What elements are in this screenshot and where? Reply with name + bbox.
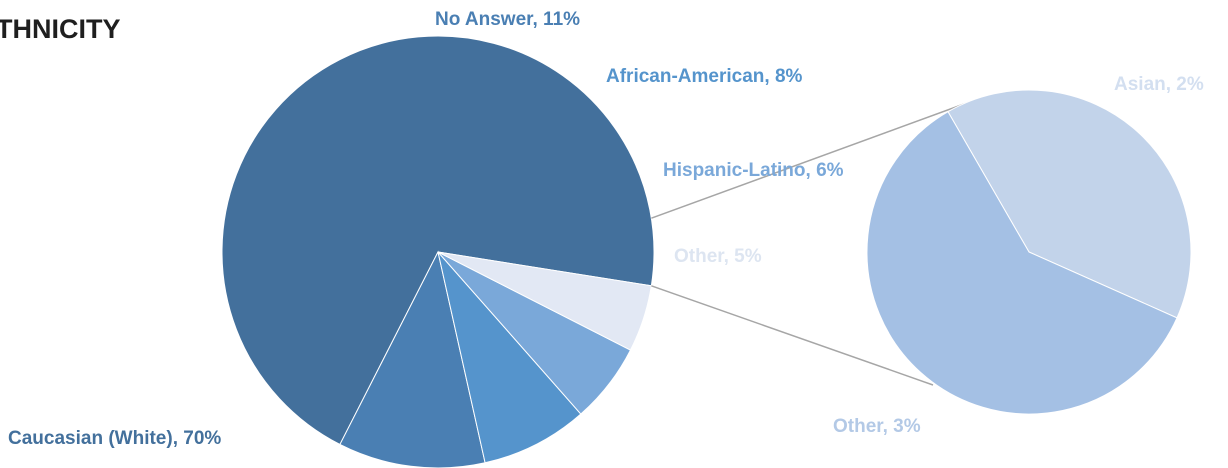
connector-line-top (651, 99, 976, 219)
label-african-american: African-American, 8% (606, 66, 803, 87)
label-hispanic-latino: Hispanic-Latino, 6% (663, 160, 844, 181)
chart-title: THNICITY (0, 14, 121, 44)
slice-caucasian-white-70 (221, 35, 655, 446)
connector-lines (651, 99, 976, 386)
label-caucasian: Caucasian (White), 70% (8, 428, 221, 449)
slice-no-answer-11 (339, 250, 486, 468)
label-other-secondary: Other, 3% (833, 416, 921, 437)
sub-slice-asian-2 (947, 89, 1192, 319)
label-asian: Asian, 2% (1114, 74, 1204, 95)
main-pie (221, 35, 655, 468)
secondary-pie (866, 89, 1192, 415)
label-other-main: Other, 5% (674, 246, 762, 267)
slice-african-american-8 (437, 251, 582, 464)
connector-line-bottom (651, 285, 934, 386)
sub-slice-other-3 (866, 111, 1178, 415)
label-no-answer: No Answer, 11% (435, 9, 580, 30)
